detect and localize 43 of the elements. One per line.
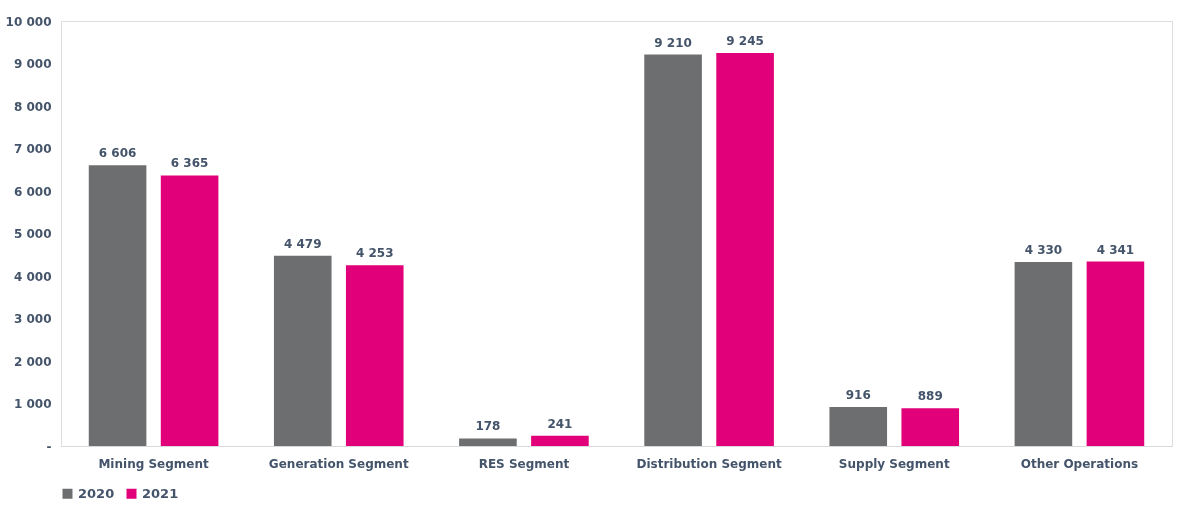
bar — [1086, 261, 1145, 446]
bar — [1014, 261, 1073, 446]
x-tick-label: Mining Segment — [98, 456, 209, 471]
data-label: 6 365 — [170, 156, 209, 171]
y-tick-label: 6 000 — [13, 184, 52, 199]
y-tick-label: - — [46, 439, 52, 454]
legend-label: 2021 — [142, 485, 179, 501]
bar — [531, 435, 589, 446]
x-tick-label: Other Operations — [1020, 456, 1139, 471]
data-label: 9 245 — [726, 34, 764, 49]
bar — [88, 165, 147, 446]
y-tick-label: 5 000 — [13, 227, 52, 241]
y-tick-label: 3 000 — [13, 312, 52, 326]
data-label: 178 — [475, 419, 501, 434]
x-tick-label: Supply Segment — [838, 456, 950, 471]
bar — [345, 265, 404, 446]
data-label: 4 253 — [355, 246, 394, 261]
y-tick-label: 8 000 — [13, 99, 52, 114]
data-label: 6 606 — [98, 146, 137, 161]
bar — [644, 54, 702, 446]
y-tick-label: 10 000 — [5, 14, 52, 29]
data-label: 4 479 — [283, 236, 322, 251]
data-label: 916 — [845, 388, 871, 403]
bar — [829, 407, 888, 446]
data-label: 241 — [547, 416, 573, 431]
bar — [459, 438, 517, 446]
data-label: 4 341 — [1096, 242, 1135, 257]
y-tick-label: 4 000 — [13, 269, 52, 284]
y-tick-label: 7 000 — [13, 142, 52, 156]
y-tick-label: 2 000 — [13, 354, 52, 369]
bar — [901, 408, 960, 446]
bar — [160, 175, 219, 446]
data-label: 889 — [917, 389, 943, 404]
y-tick-label: 1 000 — [13, 397, 52, 411]
bar — [273, 255, 332, 446]
x-tick-label: Generation Segment — [268, 456, 409, 471]
legend-label: 2020 — [78, 485, 115, 501]
x-tick-label: Distribution Segment — [636, 456, 782, 471]
data-label: 9 210 — [654, 35, 692, 50]
x-tick-label: RES Segment — [478, 456, 570, 471]
data-label: 4 330 — [1024, 242, 1063, 257]
y-tick-label: 9 000 — [13, 57, 52, 71]
bar — [716, 53, 774, 446]
